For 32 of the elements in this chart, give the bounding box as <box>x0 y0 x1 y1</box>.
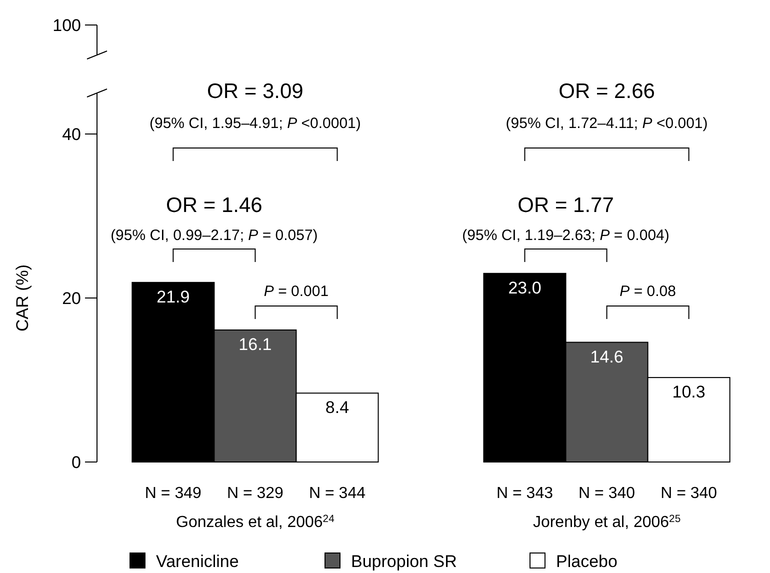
text: N = 344 <box>309 485 366 502</box>
y-tick-label: 40 <box>62 125 81 144</box>
annotation: OR = 2.66 <box>558 80 655 103</box>
annotation: OR = 1.77 <box>518 194 614 217</box>
y-tick-label: 20 <box>62 289 81 308</box>
y-tick-label: 0 <box>72 453 81 472</box>
text: 100 <box>52 16 81 35</box>
annotation: (95% CI, 0.99–2.17; P = 0.057) <box>110 227 318 244</box>
legend-label: Bupropion SR <box>351 552 457 571</box>
data-label: 10.3 <box>672 382 706 402</box>
annotation: OR = 3.09 <box>207 80 304 103</box>
x-tick-label: Jorenby et al, 2006$^{25}$ <box>532 514 681 531</box>
legend-label: Varenicline <box>156 552 239 571</box>
annotation: P = 0.001 <box>264 283 329 300</box>
y-axis-title: CAR (%) <box>13 264 32 332</box>
text: N = 343 <box>496 485 554 502</box>
annotation: (95% CI, 1.95–4.91; P <0.0001) <box>150 115 361 132</box>
text: N = 329 <box>226 485 284 502</box>
text: N = 340 <box>578 485 636 502</box>
annotation: P = 0.08 <box>620 283 676 300</box>
legend-label: Placebo <box>556 552 618 571</box>
text: N = 349 <box>144 485 202 502</box>
data-label: 21.9 <box>156 287 190 306</box>
annotation: (95% CI, 1.72–4.11; P <0.001) <box>506 115 708 132</box>
annotation: OR = 1.46 <box>166 194 262 217</box>
annotation: (95% CI, 1.19–2.63; P = 0.004) <box>462 227 670 244</box>
data-label: 23.0 <box>508 278 542 298</box>
data-label: 14.6 <box>590 347 624 366</box>
x-tick-label: Gonzales et al, 2006$^{24}$ <box>176 514 335 531</box>
text: N = 340 <box>660 485 718 502</box>
data-label: 8.4 <box>325 398 350 418</box>
data-label: 16.1 <box>238 334 272 354</box>
